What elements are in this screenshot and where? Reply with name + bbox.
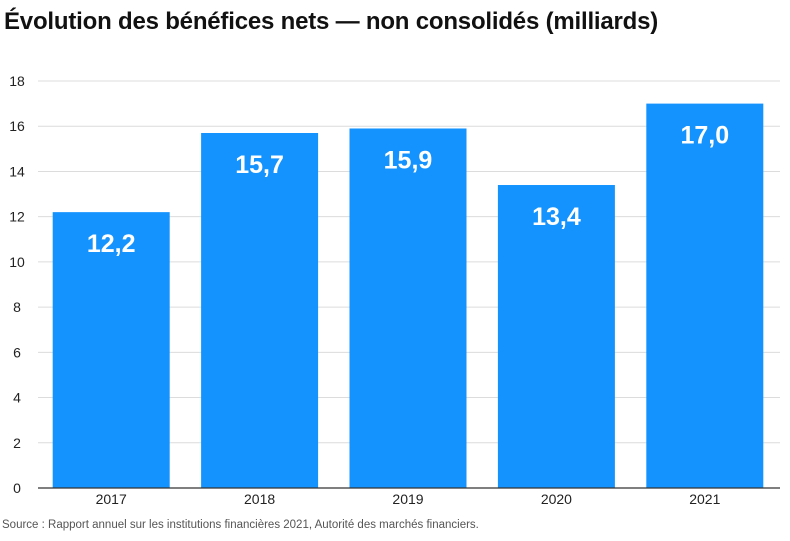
bar-2021	[646, 103, 764, 488]
x-tick-label: 2018	[244, 491, 275, 507]
x-tick-label: 2017	[96, 491, 127, 507]
y-tick-label: 4	[13, 390, 21, 406]
bar-value-label: 15,7	[235, 151, 284, 179]
x-tick-label: 2019	[392, 491, 423, 507]
bar-value-label: 12,2	[87, 230, 136, 258]
x-tick-label: 2021	[689, 491, 720, 507]
bar-value-label: 13,4	[532, 203, 581, 231]
y-tick-label: 6	[13, 344, 21, 360]
bar-2018	[201, 133, 319, 488]
bar-value-label: 15,9	[384, 146, 433, 174]
y-tick-label: 2	[13, 435, 21, 451]
bar-2017	[52, 212, 170, 488]
y-tick-label: 10	[9, 254, 25, 270]
bar-2019	[349, 128, 467, 488]
y-tick-label: 14	[9, 163, 25, 179]
chart-title: Évolution des bénéfices nets — non conso…	[4, 8, 659, 35]
y-axis-ticks: 0 2 4 6 8 10 12 14 16 18	[9, 73, 25, 496]
bar-2020	[497, 185, 615, 488]
y-tick-label: 8	[13, 299, 21, 315]
y-tick-label: 18	[9, 73, 25, 89]
x-tick-label: 2020	[541, 491, 572, 507]
bars: 12,2 15,7 15,9 13,4 17,0	[52, 103, 764, 488]
bar-value-label: 17,0	[680, 122, 729, 150]
y-tick-label: 12	[9, 209, 25, 225]
x-axis-ticks: 2017 2018 2019 2020 2021	[96, 491, 721, 507]
y-tick-label: 16	[9, 118, 25, 134]
source-note: Source : Rapport annuel sur les institut…	[2, 519, 479, 531]
y-tick-label: 0	[13, 480, 21, 496]
